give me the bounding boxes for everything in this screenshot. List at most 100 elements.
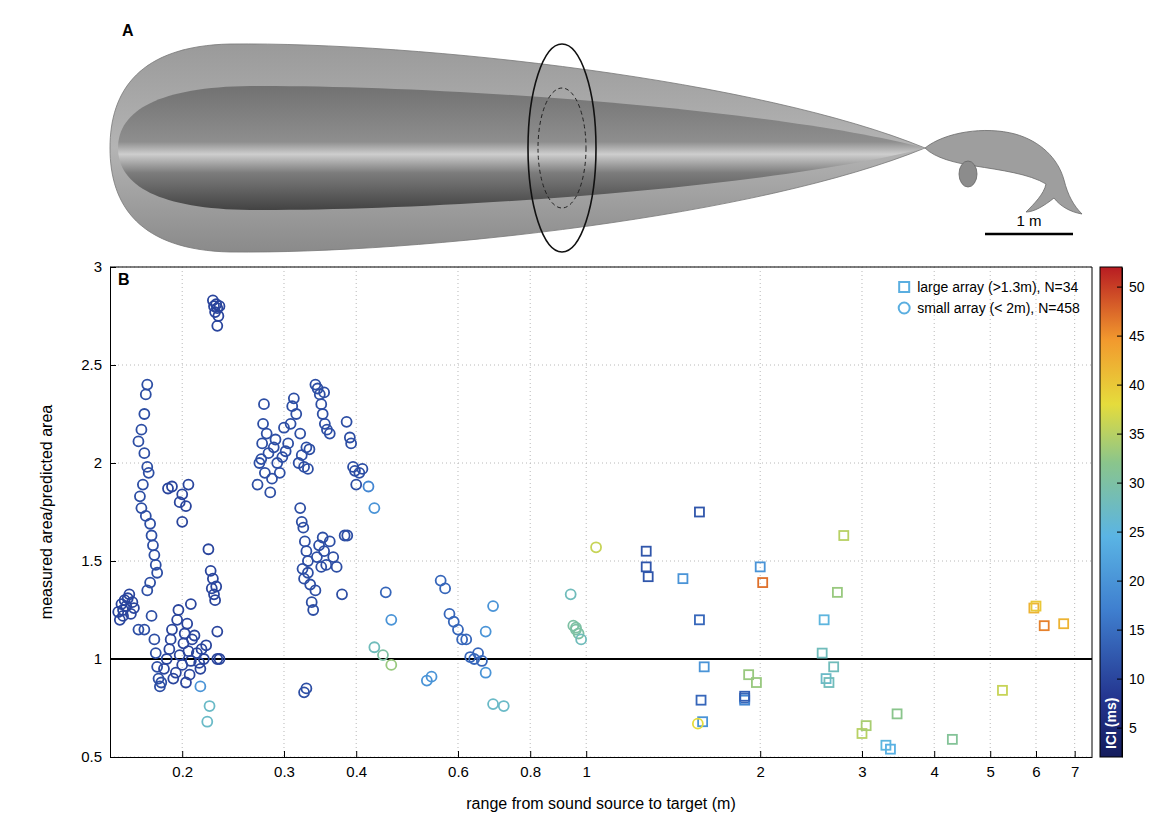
grid-line-x — [586, 267, 587, 757]
point — [203, 544, 213, 554]
grid-line-x — [934, 267, 935, 757]
tick-mark — [182, 751, 183, 757]
point — [183, 480, 193, 490]
point — [351, 480, 361, 490]
point — [210, 595, 220, 605]
tick-label: 0.8 — [520, 763, 541, 780]
tick-mark — [1117, 581, 1122, 582]
tick-mark — [1117, 336, 1122, 337]
beam-outer — [110, 44, 925, 252]
tick-mark — [110, 561, 116, 562]
point — [168, 674, 178, 684]
beam-inner — [118, 86, 925, 210]
point — [195, 681, 205, 691]
tick: 10 — [1117, 671, 1145, 687]
point — [275, 468, 285, 478]
tick-label: 4 — [931, 763, 939, 780]
tick: 0.4 — [346, 751, 367, 780]
point — [141, 389, 151, 399]
grid-line-y — [110, 561, 1092, 562]
point — [756, 562, 765, 571]
point — [142, 585, 152, 595]
panel-label: B — [118, 271, 130, 288]
point — [303, 464, 313, 474]
grid-line-y — [110, 365, 1092, 366]
grid-line-x — [530, 267, 531, 757]
tick: 2 — [757, 751, 765, 780]
point — [642, 562, 651, 571]
point — [189, 630, 199, 640]
point — [118, 611, 128, 621]
grid-line-x — [356, 267, 357, 757]
point — [566, 589, 576, 599]
axis-line — [111, 757, 1093, 758]
point — [295, 503, 305, 513]
point — [369, 503, 379, 513]
tick: 3 — [858, 751, 866, 780]
tick-mark — [1117, 483, 1122, 484]
point — [481, 627, 491, 637]
point — [156, 678, 166, 688]
point — [488, 699, 498, 709]
point — [319, 546, 329, 556]
point — [332, 562, 342, 572]
colorbar-title: ICI (ms) — [1103, 698, 1119, 749]
point — [129, 603, 139, 613]
point — [1031, 602, 1040, 611]
point — [167, 482, 177, 492]
point — [427, 672, 437, 682]
point — [145, 519, 155, 529]
tick-label: 0.5 — [81, 748, 102, 765]
point — [319, 387, 329, 397]
point — [576, 634, 586, 644]
point — [862, 721, 871, 730]
point — [295, 429, 305, 439]
point — [181, 501, 191, 511]
point — [139, 409, 149, 419]
axis: 0.20.30.40.60.81234567 — [111, 751, 1093, 780]
point — [147, 611, 157, 621]
legend-label: small array (< 2m), N=458 — [917, 300, 1080, 316]
grid-line-x — [457, 267, 458, 757]
point — [574, 629, 584, 639]
point — [257, 438, 267, 448]
scale-bar-label: 1 m — [1016, 212, 1041, 229]
point — [212, 627, 222, 637]
tick-mark — [110, 659, 116, 660]
point — [342, 417, 352, 427]
reference-line — [110, 658, 1092, 660]
point — [363, 482, 373, 492]
tick-mark — [586, 751, 587, 757]
point — [697, 696, 706, 705]
point — [135, 491, 145, 501]
tick: 40 — [1117, 377, 1145, 393]
beam-ring — [528, 44, 596, 252]
point — [820, 615, 829, 624]
point — [477, 656, 487, 666]
tick: 0.8 — [520, 751, 541, 780]
tick: 45 — [1117, 328, 1145, 344]
tick-label: 1.5 — [81, 552, 102, 569]
axis-line — [110, 268, 111, 758]
point — [177, 517, 187, 527]
figure: 1 mA0.20.30.40.60.812345670.511.522.53ra… — [0, 0, 1168, 825]
axis: 0.511.522.53 — [81, 258, 116, 765]
tick-label: 5 — [987, 763, 995, 780]
point — [758, 578, 767, 587]
tick: 1 — [94, 650, 116, 667]
beam-ring-inner — [538, 88, 586, 208]
grid-line-y — [110, 659, 1092, 660]
whale-body — [925, 130, 1082, 214]
marks — [110, 295, 1092, 753]
point — [199, 654, 209, 664]
point — [824, 678, 833, 687]
tick: 2 — [94, 454, 116, 471]
tick-mark — [1117, 532, 1122, 533]
point — [308, 605, 318, 615]
point — [286, 419, 296, 429]
grid-line-x — [283, 267, 284, 757]
tick: 0.3 — [274, 751, 295, 780]
point — [162, 654, 172, 664]
series — [113, 295, 703, 728]
tick-label: 6 — [1032, 763, 1040, 780]
